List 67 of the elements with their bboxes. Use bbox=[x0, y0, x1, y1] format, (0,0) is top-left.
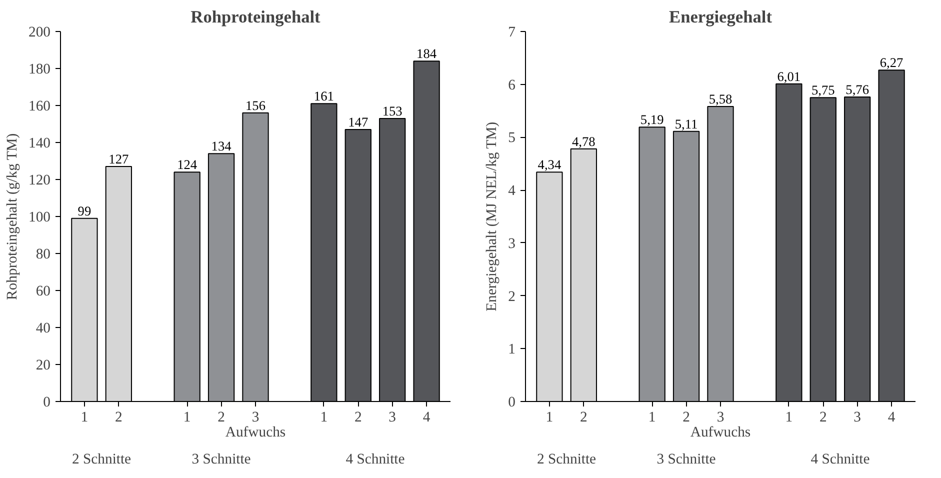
y-tick-label: 180 bbox=[28, 62, 50, 78]
text: 4 Schnitte bbox=[346, 452, 405, 468]
x-tick-label: 1 bbox=[648, 410, 656, 426]
x-tick-label: 2 bbox=[819, 410, 827, 426]
y-tick-label: 100 bbox=[28, 210, 50, 226]
data-label: 4,78 bbox=[572, 134, 596, 149]
data-label: 5,11 bbox=[674, 116, 698, 132]
x-tick-label: 2 bbox=[218, 410, 225, 426]
data-label: 5,75 bbox=[811, 82, 836, 98]
x-tick-label: 1 bbox=[320, 410, 328, 426]
data-label: 184 bbox=[416, 46, 437, 62]
x-tick-label: 2 bbox=[682, 410, 690, 426]
x-tick-label: 3 bbox=[716, 410, 724, 426]
x-tick-label: 1 bbox=[546, 410, 554, 426]
y-tick-label: 0 bbox=[43, 394, 50, 410]
data-label: 5,19 bbox=[640, 112, 664, 128]
y-tick-label: 2 bbox=[508, 288, 516, 305]
y-tick-label: 3 bbox=[508, 236, 516, 252]
y-tick-label: 160 bbox=[28, 98, 50, 114]
y-tick-label: 80 bbox=[36, 246, 50, 262]
x-tick-label: 2 bbox=[114, 410, 122, 426]
data-label: 99 bbox=[78, 203, 92, 218]
data-label: 153 bbox=[382, 103, 403, 118]
text: 3 Schnitte bbox=[656, 452, 716, 468]
data-label: 6,01 bbox=[777, 68, 801, 84]
data-label: 4,34 bbox=[538, 157, 562, 172]
x-tick-label: 1 bbox=[785, 410, 793, 426]
y-tick-label: 7 bbox=[508, 24, 516, 40]
y-axis-title: Rohproteingehalt (g/kg TM) bbox=[4, 133, 21, 300]
y-axis-title: Energiegehalt (MJ NEL/kg TM) bbox=[484, 122, 500, 312]
y-tick-label: 60 bbox=[36, 284, 50, 300]
y-tick-label: 4 bbox=[508, 183, 516, 200]
chart-title: Energiegehalt bbox=[669, 8, 772, 26]
x-tick-label: 4 bbox=[888, 410, 896, 426]
x-tick-label: 3 bbox=[854, 410, 862, 426]
y-tick-label: 20 bbox=[36, 358, 50, 374]
x-tick-label: 3 bbox=[252, 410, 260, 426]
data-label: 156 bbox=[246, 98, 266, 113]
y-tick-label: 120 bbox=[28, 172, 50, 188]
y-tick-label: 1 bbox=[508, 342, 516, 358]
text: 3 Schnitte bbox=[192, 452, 251, 468]
text: 2 Schnitte bbox=[72, 452, 132, 468]
x-tick-label: 1 bbox=[183, 410, 191, 426]
y-tick-label: 0 bbox=[508, 394, 516, 410]
x-tick-label: 1 bbox=[80, 410, 88, 426]
text: 4 Schnitte bbox=[810, 452, 870, 468]
data-label: 5,76 bbox=[846, 82, 870, 98]
data-label: 5,58 bbox=[708, 92, 732, 107]
text: 2 Schnitte bbox=[537, 452, 596, 468]
data-label: 124 bbox=[177, 157, 198, 172]
x-tick-label: 2 bbox=[354, 410, 362, 426]
x-tick-label: 2 bbox=[580, 410, 588, 426]
y-tick-label: 5 bbox=[508, 130, 516, 146]
data-label: 147 bbox=[348, 114, 368, 130]
data-label: 6,27 bbox=[880, 55, 904, 70]
data-label: 134 bbox=[211, 138, 232, 154]
x-axis-title: Aufwuchs bbox=[225, 424, 286, 440]
data-label: 127 bbox=[108, 152, 129, 167]
data-label: 161 bbox=[314, 88, 334, 104]
y-tick-label: 140 bbox=[28, 136, 50, 152]
chart-title: Rohproteingehalt bbox=[190, 8, 321, 26]
x-axis-title: Aufwuchs bbox=[690, 424, 751, 440]
x-tick-label: 3 bbox=[388, 410, 396, 426]
x-tick-label: 4 bbox=[422, 410, 431, 426]
y-tick-label: 6 bbox=[508, 77, 516, 94]
y-tick-label: 200 bbox=[28, 24, 50, 40]
y-tick-label: 40 bbox=[36, 320, 50, 336]
